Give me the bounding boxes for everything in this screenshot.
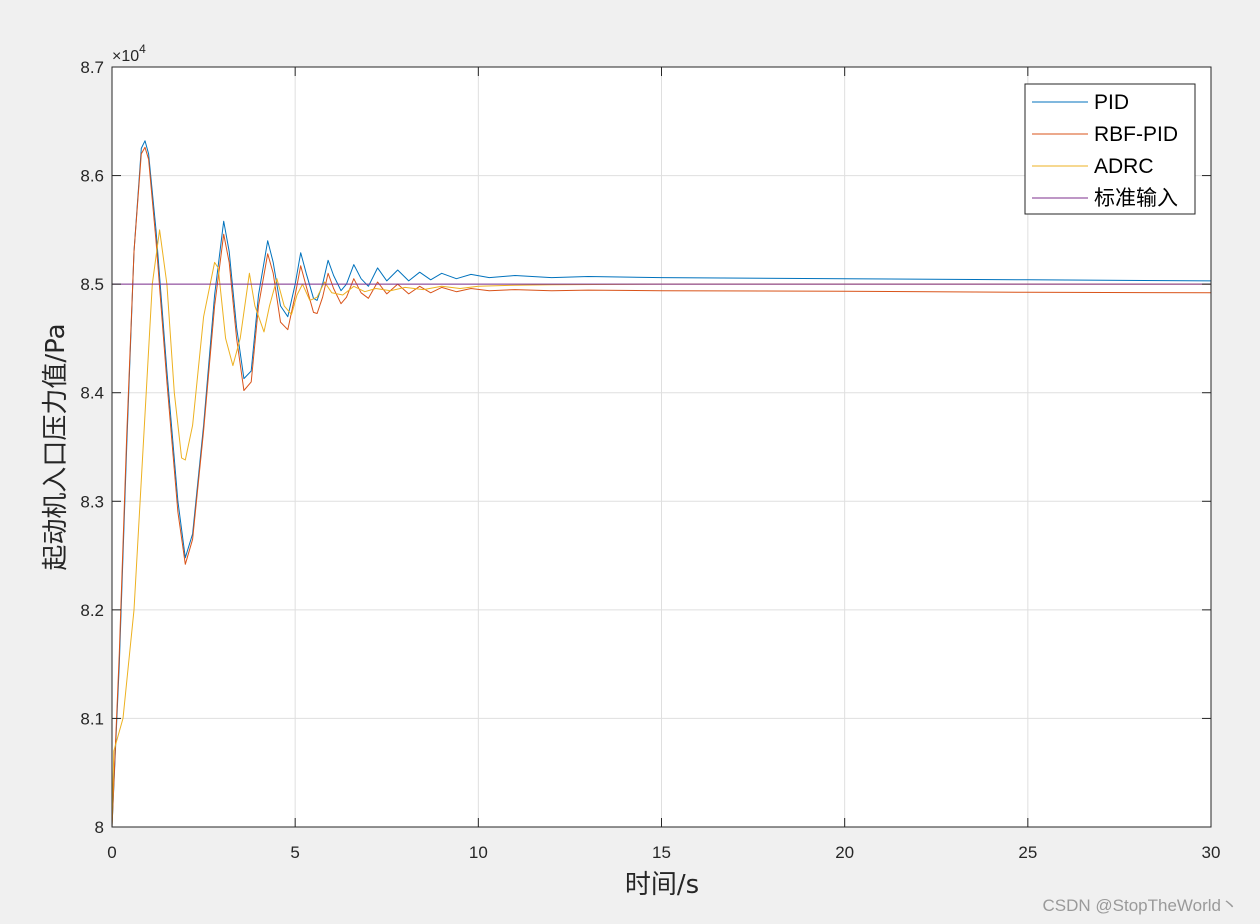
y-tick-label: 8.7 <box>80 58 104 77</box>
y-axis-label: 起动机入口压力值/Pa <box>41 323 71 570</box>
tick-labels: 0 5 10 15 20 25 30 8 8.1 8.2 8.3 8.4 8.5 8.6 8.7 <box>80 58 1220 862</box>
legend-label-2: ADRC <box>1094 155 1154 178</box>
ticks <box>111 66 1212 828</box>
y-tick-label: 8.2 <box>80 601 104 620</box>
x-tick-label: 25 <box>1018 843 1037 862</box>
legend-label-0: PID <box>1094 91 1129 114</box>
y-tick-label: 8.5 <box>80 275 104 294</box>
watermark: CSDN @StopTheWorld丶 <box>1043 896 1239 915</box>
y-tick-label: 8.3 <box>80 492 104 511</box>
x-tick-label: 30 <box>1202 843 1221 862</box>
series-layer <box>111 140 1212 828</box>
x-tick-label: 20 <box>835 843 854 862</box>
series-line-2 <box>111 229 1211 828</box>
y-tick-label: 8.1 <box>80 709 104 728</box>
legend-box <box>1024 83 1196 215</box>
legend: PID RBF-PID ADRC 标准输入 <box>1024 83 1196 215</box>
series-line-0 <box>111 140 1212 828</box>
legend-label-3: 标准输入 <box>1094 187 1178 210</box>
y-tick-label: 8.4 <box>80 384 104 403</box>
x-tick-label: 0 <box>107 843 116 862</box>
y-exponent: ×104 <box>112 42 146 65</box>
x-tick-label: 10 <box>469 843 488 862</box>
legend-label-1: RBF-PID <box>1094 123 1178 146</box>
y-tick-label: 8.6 <box>80 167 104 186</box>
y-exponent-base: ×10 <box>112 48 139 65</box>
y-tick-label: 8 <box>95 818 104 837</box>
x-tick-label: 5 <box>290 843 299 862</box>
y-exponent-power: 4 <box>139 42 146 56</box>
x-axis-label: 时间/s <box>625 870 699 900</box>
x-tick-label: 15 <box>652 843 671 862</box>
